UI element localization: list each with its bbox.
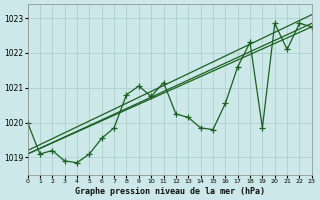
X-axis label: Graphe pression niveau de la mer (hPa): Graphe pression niveau de la mer (hPa)	[75, 187, 265, 196]
